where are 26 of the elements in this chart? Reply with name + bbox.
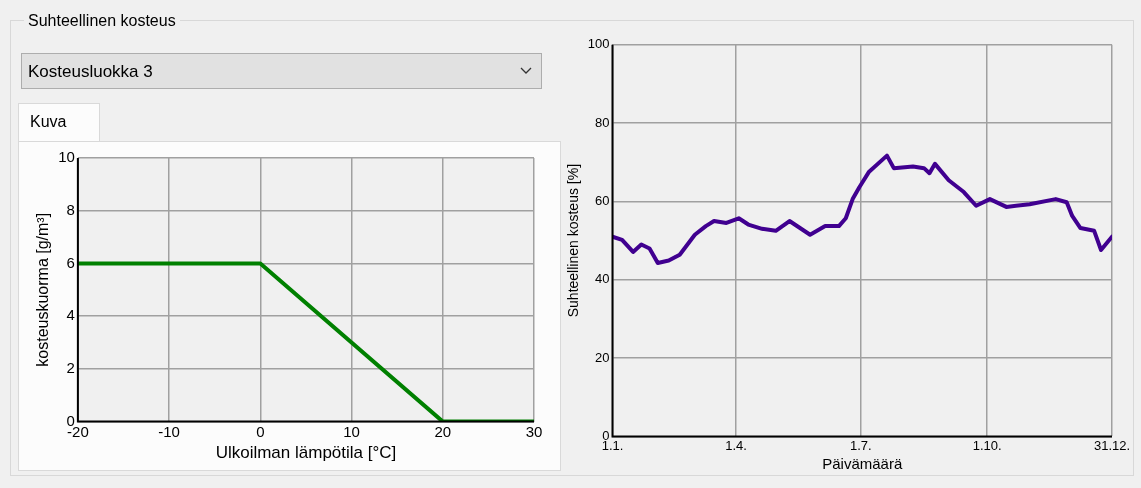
x-tick-label: 1.7. [850, 437, 872, 453]
x-axis-title: Päivämäärä [822, 455, 903, 473]
y-axis-title: Suhteellinen kosteus [%] [565, 163, 582, 318]
x-tick-label: 31.12. [1093, 437, 1131, 453]
y-tick-label: 4 [66, 306, 75, 324]
y-axis-title: kosteuskuorma [g/m³] [34, 212, 52, 367]
y-tick-label: 2 [66, 359, 75, 377]
x-tick-label: 0 [256, 422, 265, 440]
dropdown-field: Kosteusluokka 3 [21, 53, 542, 89]
y-tick-label: 100 [587, 36, 610, 52]
text: Suhteellinen kosteus [24, 12, 180, 30]
x-tick-label: 10 [343, 422, 360, 440]
text: Kuva [30, 113, 67, 131]
x-axis-title: Ulkoilman lämpötila [°C] [215, 443, 397, 463]
y-tick-label: 20 [595, 349, 610, 365]
x-tick-label: 20 [434, 422, 452, 440]
x-tick-label: 30 [525, 422, 543, 440]
y-tick-label: 6 [66, 253, 75, 271]
x-tick-label: -10 [158, 422, 180, 440]
y-tick-label: 60 [595, 193, 610, 209]
y-tick-label: 40 [595, 271, 610, 287]
y-tick-label: 8 [66, 200, 75, 218]
y-tick-label: 80 [595, 114, 610, 130]
y-tick-label: 10 [58, 148, 75, 166]
x-tick-label: 1.10. [972, 437, 1002, 453]
x-tick-label: 1.4. [725, 437, 747, 453]
